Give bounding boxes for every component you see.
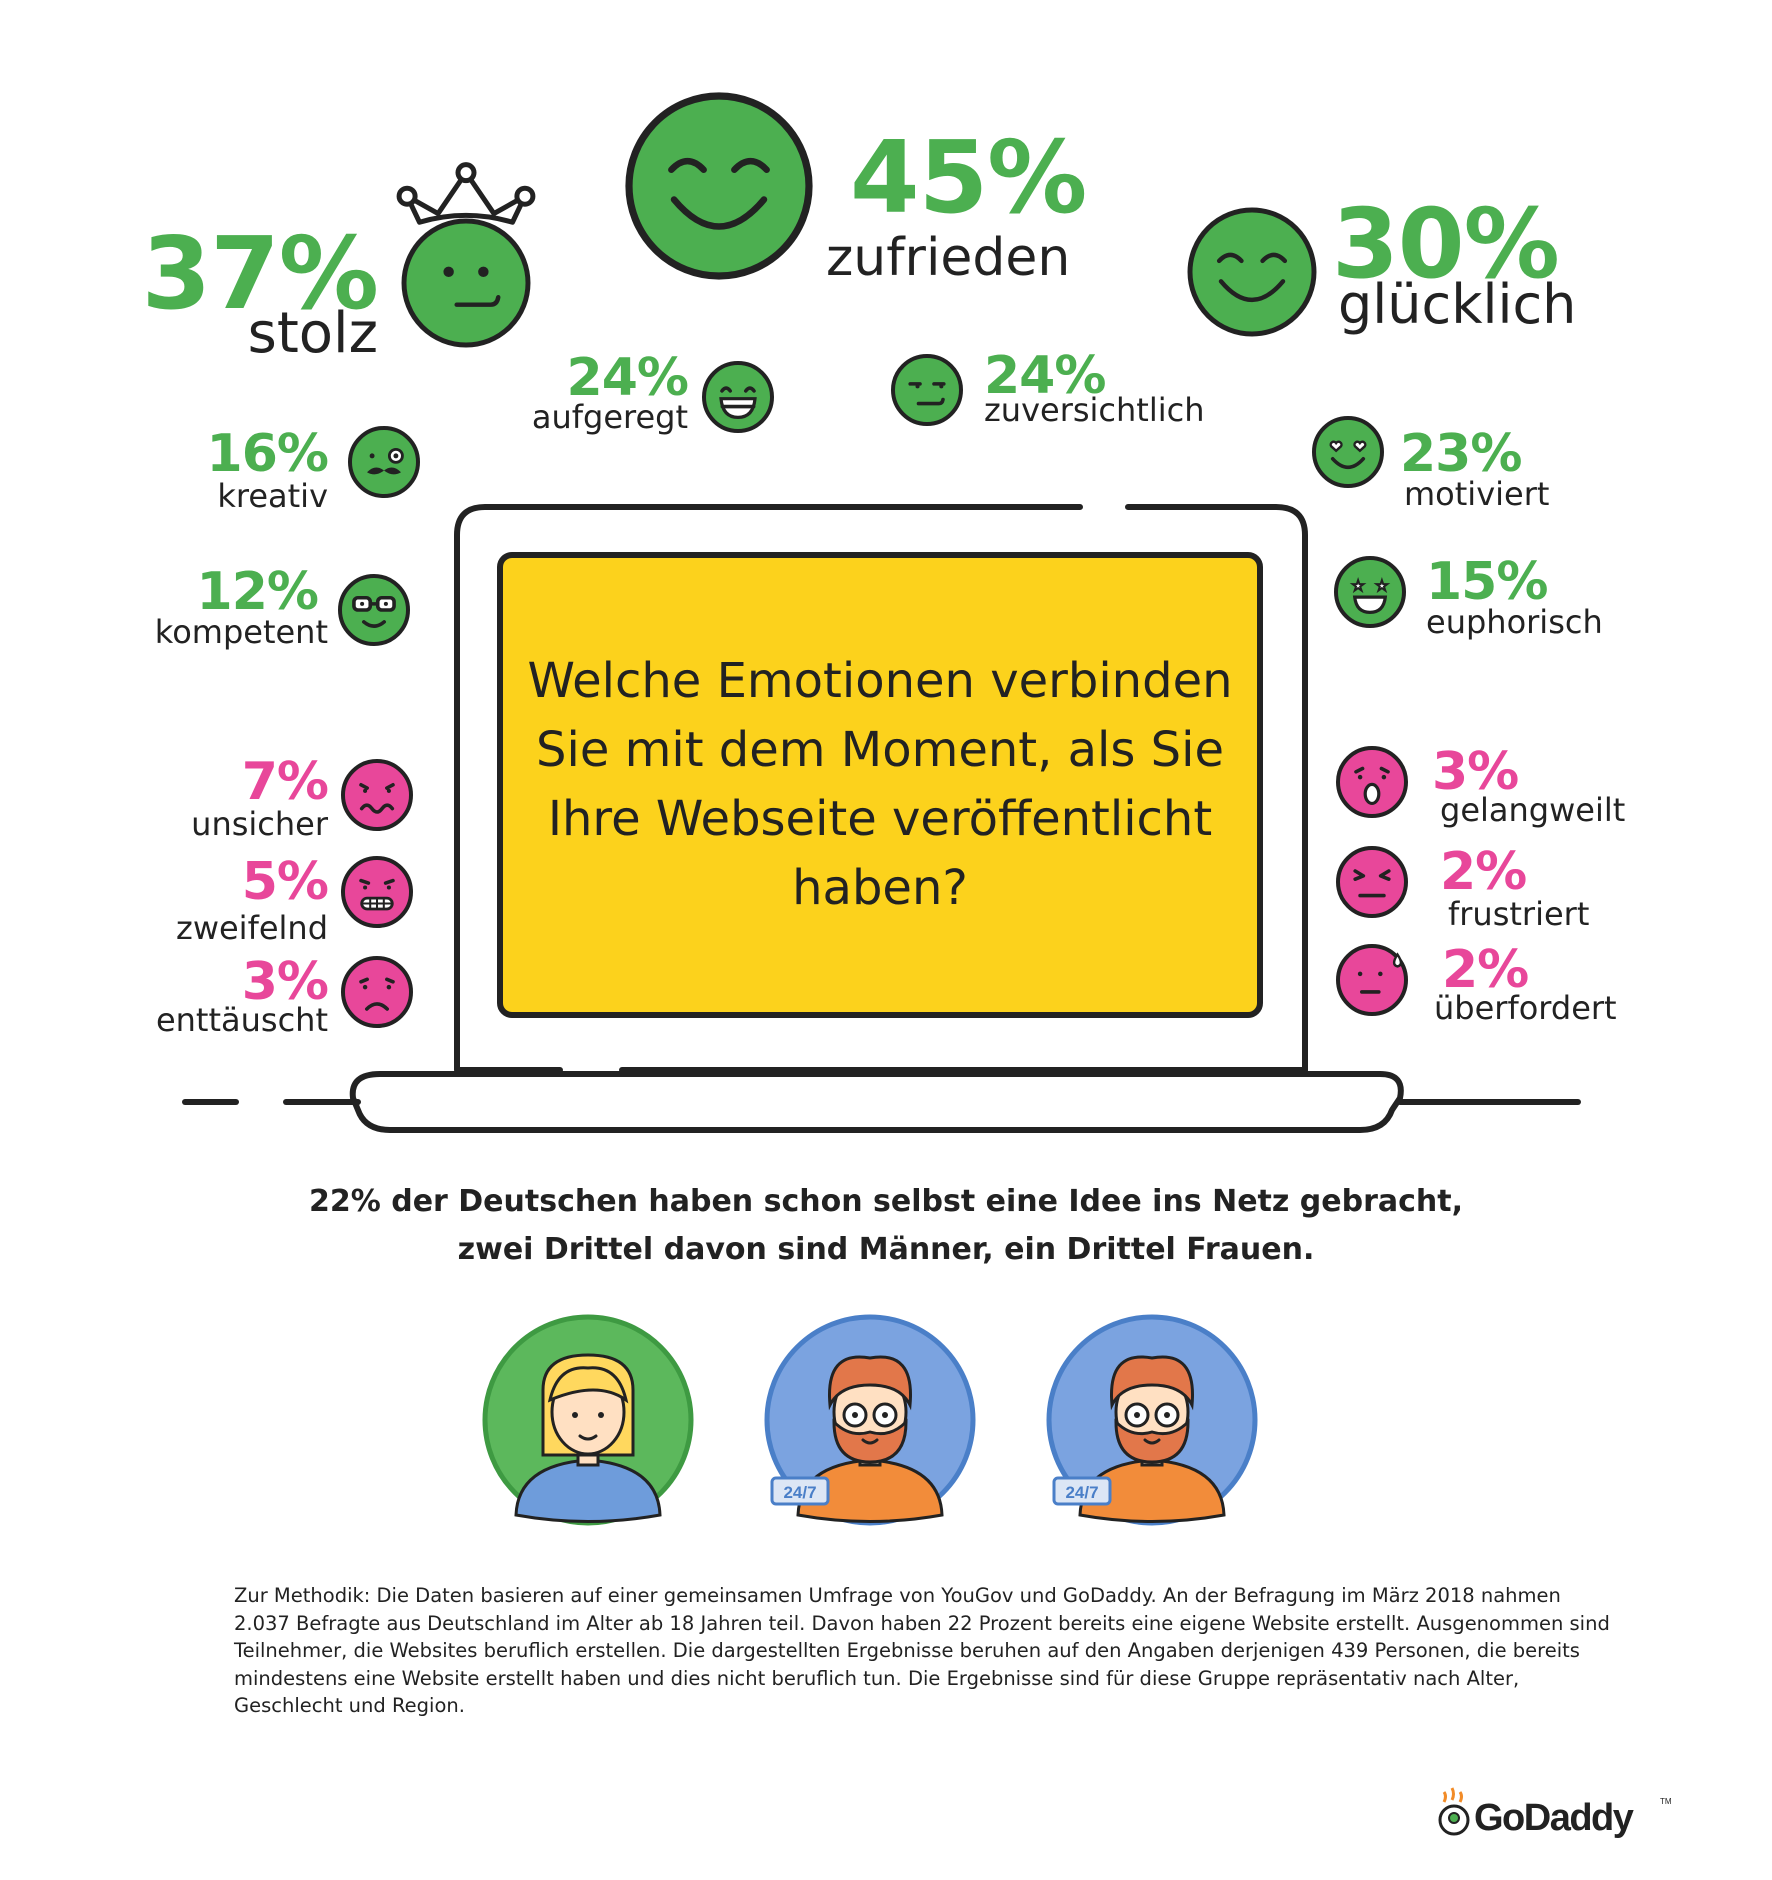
laptop-screen (497, 552, 1263, 1018)
glasses-face-icon (338, 574, 410, 646)
badge-24-7: 24/7 (770, 1476, 830, 1506)
label-motiviert: motiviert (1404, 475, 1550, 513)
label-ueberfordert: überfordert (1434, 989, 1617, 1027)
heart-eyes-face-icon (1312, 416, 1384, 488)
label-zweifelnd: zweifelnd (176, 909, 328, 947)
angry-face-icon (1336, 846, 1408, 918)
logo-mascot-icon (1438, 1787, 1470, 1836)
statistic-text: 22% der Deutschen haben schon selbst ein… (200, 1178, 1572, 1274)
man-avatar-icon: 24/7 (764, 1314, 976, 1526)
label-kompetent: kompetent (154, 613, 328, 651)
methodology-note: Zur Methodik: Die Daten basieren auf ein… (234, 1584, 1610, 1717)
badge-text: 24/7 (1065, 1483, 1098, 1502)
logo-text: GoDaddy (1474, 1797, 1634, 1839)
percent-gluecklich: 30% (1332, 188, 1560, 300)
sad-face-icon (341, 956, 413, 1028)
percent-motiviert: 23% (1400, 424, 1522, 484)
percent-stolz: 37% (141, 215, 379, 332)
grinning-face-icon (702, 361, 774, 433)
percent-zuversichtlich: 24% (984, 346, 1106, 406)
label-unsicher: unsicher (191, 805, 328, 843)
percent-frustriert: 2% (1440, 842, 1527, 902)
label-kreativ: kreativ (217, 477, 328, 515)
percent-kompetent: 12% (196, 562, 319, 622)
label-stolz: stolz (247, 301, 378, 366)
question-text: Welche Emotionen verbinden Sie mit dem M… (527, 653, 1233, 916)
percent-enttaeuscht: 3% (241, 952, 329, 1012)
label-zufrieden: zufrieden (826, 228, 1071, 288)
percent-unsicher: 7% (241, 752, 329, 812)
grimacing-face-icon (341, 856, 413, 928)
man-avatar-icon: 24/7 (1046, 1314, 1258, 1526)
survey-question: Welche Emotionen verbinden Sie mit dem M… (500, 555, 1260, 1015)
label-euphorisch: euphorisch (1426, 603, 1603, 641)
godaddy-logo: GoDaddy TM (1438, 1787, 1672, 1839)
logo-tm: TM (1660, 1797, 1672, 1806)
label-frustriert: frustriert (1448, 895, 1590, 933)
percent-zweifelnd: 5% (241, 852, 329, 912)
star-eyes-face-icon (1334, 556, 1406, 628)
label-zuversichtlich: zuversichtlich (984, 391, 1205, 429)
label-aufgeregt: aufgeregt (531, 398, 688, 436)
percent-aufgeregt: 24% (566, 348, 689, 408)
woman-avatar-icon (482, 1314, 694, 1526)
crowned-face-icon (396, 162, 536, 348)
smirking-face-icon (891, 354, 963, 426)
mustache-monocle-face-icon (348, 426, 420, 498)
percent-zufrieden: 45% (850, 119, 1087, 236)
wavy-mouth-face-icon (341, 759, 413, 831)
smiling-face-icon (625, 92, 813, 280)
percent-gelangweilt: 3% (1432, 742, 1519, 802)
label-gluecklich: glücklich (1338, 273, 1577, 336)
percent-kreativ: 16% (206, 424, 329, 484)
percent-euphorisch: 15% (1426, 552, 1548, 612)
yawning-face-icon (1336, 746, 1408, 818)
sweat-face-icon (1336, 944, 1408, 1016)
label-gelangweilt: gelangweilt (1440, 791, 1626, 829)
label-enttaeuscht: enttäuscht (155, 1001, 328, 1039)
percent-ueberfordert: 2% (1442, 940, 1529, 1000)
badge-24-7: 24/7 (1052, 1476, 1112, 1506)
statistic-line-2: zwei Drittel davon sind Männer, ein Drit… (457, 1232, 1315, 1267)
statistic-line-1: 22% der Deutschen haben schon selbst ein… (308, 1184, 1464, 1219)
badge-text: 24/7 (783, 1483, 816, 1502)
happy-face-icon (1187, 207, 1317, 337)
crown-icon (404, 170, 528, 225)
